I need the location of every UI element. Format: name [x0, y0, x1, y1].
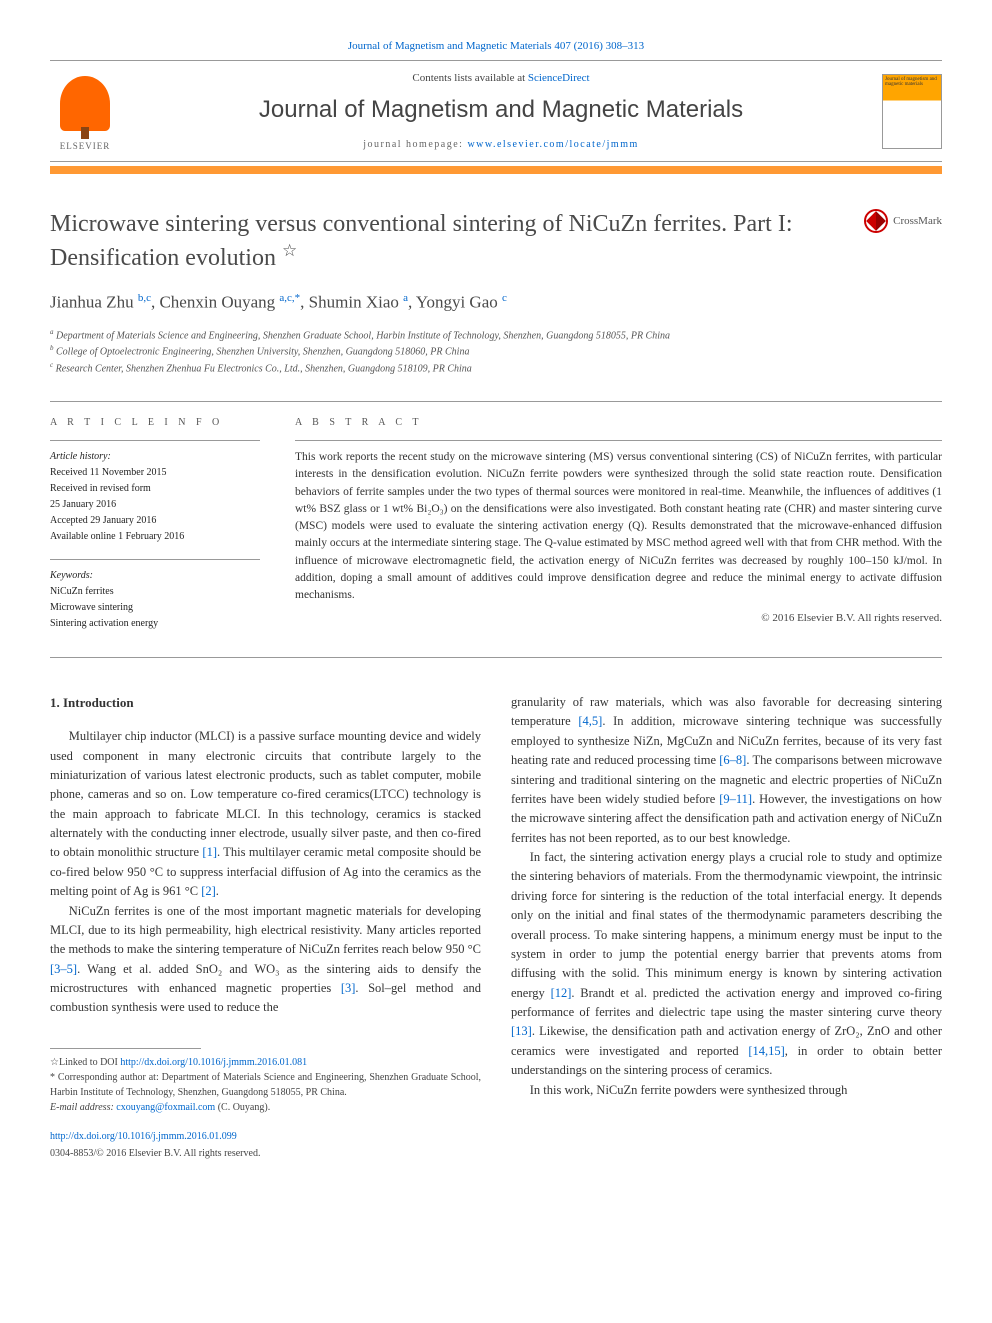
received-date: Received 11 November 2015 [50, 465, 260, 481]
homepage-link[interactable]: www.elsevier.com/locate/jmmm [467, 139, 638, 150]
citation-header: Journal of Magnetism and Magnetic Materi… [50, 40, 942, 52]
journal-name: Journal of Magnetism and Magnetic Materi… [135, 96, 867, 124]
contents-line: Contents lists available at ScienceDirec… [135, 72, 867, 84]
paragraph: Multilayer chip inductor (MLCI) is a pas… [50, 727, 481, 901]
keyword-item: Sintering activation energy [50, 616, 260, 632]
homepage-prefix: journal homepage: [363, 139, 467, 150]
linked-doi-link[interactable]: http://dx.doi.org/10.1016/j.jmmm.2016.01… [120, 1057, 307, 1068]
elsevier-label: ELSEVIER [60, 141, 111, 151]
section-divider [50, 657, 942, 658]
keywords-label: Keywords: [50, 568, 260, 584]
abstract-header: A B S T R A C T [295, 417, 942, 428]
paragraph: In this work, NiCuZn ferrite powders wer… [511, 1081, 942, 1100]
paragraph: In fact, the sintering activation energy… [511, 848, 942, 1081]
section-divider [50, 401, 942, 402]
ref-link[interactable]: [6–8] [719, 753, 746, 767]
crossmark-label: CrossMark [893, 215, 942, 227]
elsevier-logo: ELSEVIER [50, 71, 120, 151]
ref-link[interactable]: [14,15] [748, 1044, 784, 1058]
history-label: Article history: [50, 449, 260, 465]
ref-link[interactable]: [3] [341, 981, 356, 995]
paragraph: granularity of raw materials, which was … [511, 693, 942, 848]
section-1-heading: 1. Introduction [50, 693, 481, 713]
ref-link[interactable]: [9–11] [719, 792, 752, 806]
article-title: Microwave sintering versus conventional … [50, 209, 864, 274]
affiliation-a: a Department of Materials Science and En… [50, 327, 942, 343]
ref-link[interactable]: [4,5] [578, 714, 602, 728]
doi-line[interactable]: http://dx.doi.org/10.1016/j.jmmm.2016.01… [50, 1129, 481, 1145]
elsevier-tree-icon [60, 76, 110, 131]
online-date: Available online 1 February 2016 [50, 529, 260, 545]
ref-link[interactable]: [12] [551, 986, 572, 1000]
footnote-divider [50, 1048, 201, 1049]
abstract-text: This work reports the recent study on th… [295, 440, 942, 604]
footnote-email: E-mail address: cxouyang@foxmail.com (C.… [50, 1100, 481, 1115]
issn-line: 0304-8853/© 2016 Elsevier B.V. All right… [50, 1146, 481, 1162]
email-link[interactable]: cxouyang@foxmail.com [116, 1102, 215, 1113]
ref-link[interactable]: [13] [511, 1024, 532, 1038]
ref-link[interactable]: [3–5] [50, 962, 77, 976]
footnote-linked-doi: ☆Linked to DOI http://dx.doi.org/10.1016… [50, 1055, 481, 1070]
journal-cover-thumbnail: Journal of magnetism and magnetic materi… [882, 74, 942, 149]
abstract-section: A B S T R A C T This work reports the re… [295, 417, 942, 632]
right-column: granularity of raw materials, which was … [511, 693, 942, 1162]
crossmark-badge[interactable]: CrossMark [864, 209, 942, 233]
orange-divider-bar [50, 166, 942, 174]
authors-line: Jianhua Zhu b,c, Chenxin Ouyang a,c,*, S… [50, 292, 942, 313]
footnote-corresponding: * Corresponding author at: Department of… [50, 1070, 481, 1100]
ref-link[interactable]: [2] [201, 884, 216, 898]
accepted-date: Accepted 29 January 2016 [50, 513, 260, 529]
title-text: Microwave sintering versus conventional … [50, 211, 793, 271]
ref-link[interactable]: [1] [202, 845, 217, 859]
keyword-item: Microwave sintering [50, 600, 260, 616]
crossmark-icon [864, 209, 888, 233]
paragraph: NiCuZn ferrites is one of the most impor… [50, 902, 481, 1018]
affiliation-c: c Research Center, Shenzhen Zhenhua Fu E… [50, 360, 942, 376]
keyword-item: NiCuZn ferrites [50, 584, 260, 600]
article-info-sidebar: A R T I C L E I N F O Article history: R… [50, 417, 260, 632]
left-column: 1. Introduction Multilayer chip inductor… [50, 693, 481, 1162]
contents-prefix: Contents lists available at [412, 72, 527, 84]
sciencedirect-link[interactable]: ScienceDirect [528, 72, 590, 84]
journal-header: ELSEVIER Contents lists available at Sci… [50, 60, 942, 162]
affiliations-block: a Department of Materials Science and En… [50, 327, 942, 376]
revised-label: Received in revised form [50, 481, 260, 497]
journal-homepage: journal homepage: www.elsevier.com/locat… [135, 139, 867, 150]
article-info-header: A R T I C L E I N F O [50, 417, 260, 428]
affiliation-b: b College of Optoelectronic Engineering,… [50, 343, 942, 359]
abstract-copyright: © 2016 Elsevier B.V. All rights reserved… [295, 612, 942, 624]
revised-date: 25 January 2016 [50, 497, 260, 513]
footnotes-block: ☆Linked to DOI http://dx.doi.org/10.1016… [50, 1055, 481, 1115]
title-footnote-marker: ☆ [282, 241, 297, 260]
